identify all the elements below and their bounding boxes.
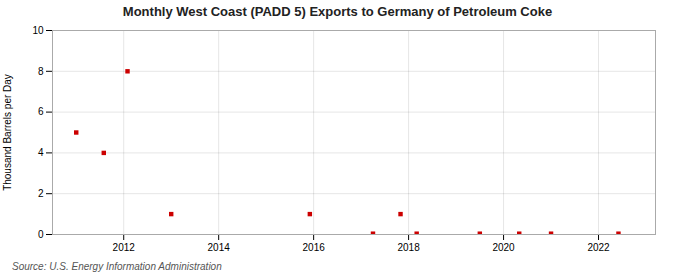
svg-text:2018: 2018 [397,242,420,253]
svg-text:4: 4 [38,147,44,158]
svg-text:2016: 2016 [303,242,326,253]
svg-text:2014: 2014 [208,242,231,253]
html-text:Source: U.S. Energy Informatio: Source: U.S. Energy Information Administ… [12,261,222,272]
svg-text:Thousand Barrels per Day: Thousand Barrels per Day [2,74,13,191]
svg-text:6: 6 [38,106,44,117]
svg-text:2012: 2012 [113,242,136,253]
html-text:Monthly West Coast (PADD 5) Ex: Monthly West Coast (PADD 5) Exports to G… [122,4,553,19]
svg-text:2: 2 [38,188,44,199]
svg-text:0: 0 [38,229,44,240]
svg-text:2020: 2020 [492,242,515,253]
svg-text:2022: 2022 [587,242,610,253]
svg-text:8: 8 [38,66,44,77]
svg-text:10: 10 [32,25,44,36]
